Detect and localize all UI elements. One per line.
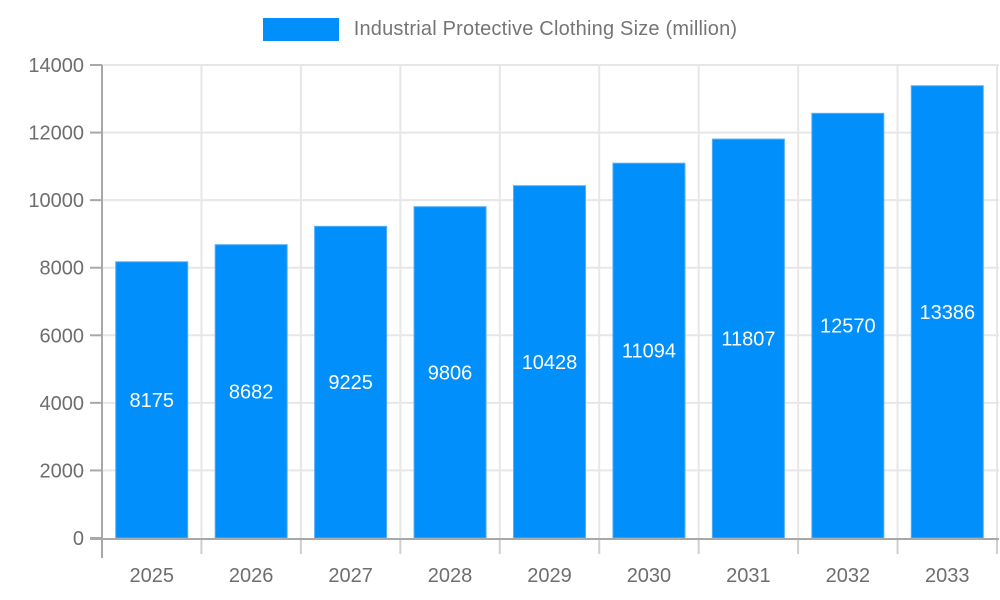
bar-value-label: 12570: [820, 316, 876, 338]
y-tick-label: 10000: [28, 190, 84, 212]
x-tick-label: 2028: [428, 565, 473, 587]
legend-label[interactable]: Industrial Protective Clothing Size (mil…: [353, 17, 738, 40]
y-tick-label: 6000: [40, 325, 85, 347]
legend-swatch[interactable]: [262, 17, 339, 41]
bar-value-label: 9225: [328, 372, 373, 394]
bar: [314, 225, 388, 539]
bar: [910, 85, 984, 539]
y-tick-label: 2000: [40, 460, 85, 482]
y-tick-label: 8000: [40, 258, 85, 280]
x-tick-label: 2029: [527, 565, 572, 587]
x-tick-label: 2033: [925, 565, 970, 587]
x-tick-label: 2031: [726, 565, 771, 587]
bar-value-label: 10428: [522, 352, 578, 374]
y-tick-label: 0: [73, 528, 84, 550]
bar-value-label: 8682: [229, 381, 274, 403]
bar: [214, 244, 288, 539]
x-tick-label: 2026: [229, 565, 274, 587]
x-tick-label: 2027: [328, 565, 373, 587]
bar: [413, 206, 487, 539]
bar-value-label: 9806: [428, 362, 473, 384]
bar: [513, 185, 586, 539]
bar-value-label: 11807: [721, 329, 775, 351]
bar: [711, 138, 785, 539]
y-tick-label: 4000: [40, 393, 85, 415]
bar-value-label: 13386: [919, 302, 975, 324]
x-tick-label: 2032: [826, 565, 871, 587]
y-tick-label: 12000: [28, 123, 84, 145]
bar-value-label: 8175: [129, 390, 174, 412]
bar: [612, 162, 686, 539]
x-tick-label: 2030: [627, 565, 672, 587]
bar: [811, 112, 885, 539]
chart-legend: Industrial Protective Clothing Size (mil…: [0, 14, 1000, 44]
x-tick-label: 2025: [129, 565, 174, 587]
y-tick-label: 14000: [28, 55, 84, 77]
bar: [115, 261, 189, 539]
bar-value-label: 11094: [622, 341, 676, 363]
